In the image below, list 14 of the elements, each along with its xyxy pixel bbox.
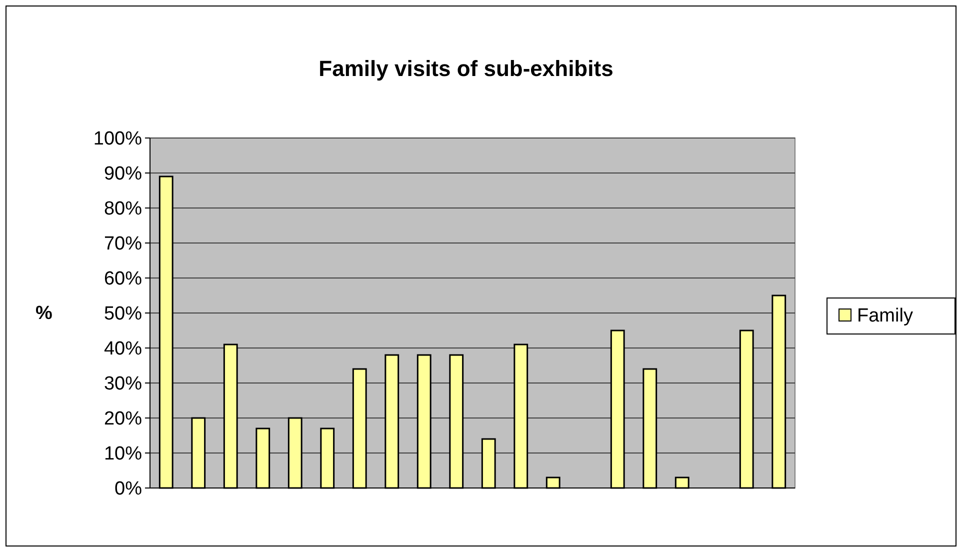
chart-title: Family visits of sub-exhibits xyxy=(318,56,614,81)
y-tick-label: 10% xyxy=(104,444,142,465)
y-tick-label: 100% xyxy=(93,128,142,150)
y-tick-label: 70% xyxy=(104,234,142,255)
legend-label: Family xyxy=(857,306,914,327)
y-tick-label: 50% xyxy=(104,304,142,325)
y-tick-label: 90% xyxy=(104,164,142,185)
y-tick-label: 80% xyxy=(104,198,142,220)
y-tick-label: 20% xyxy=(104,408,142,430)
y-tick-label: 60% xyxy=(104,268,142,290)
y-tick-label: 40% xyxy=(104,338,142,360)
y-tick-label: 0% xyxy=(114,478,142,500)
y-axis-title: % xyxy=(36,303,53,324)
y-tick-label: 30% xyxy=(104,374,142,395)
